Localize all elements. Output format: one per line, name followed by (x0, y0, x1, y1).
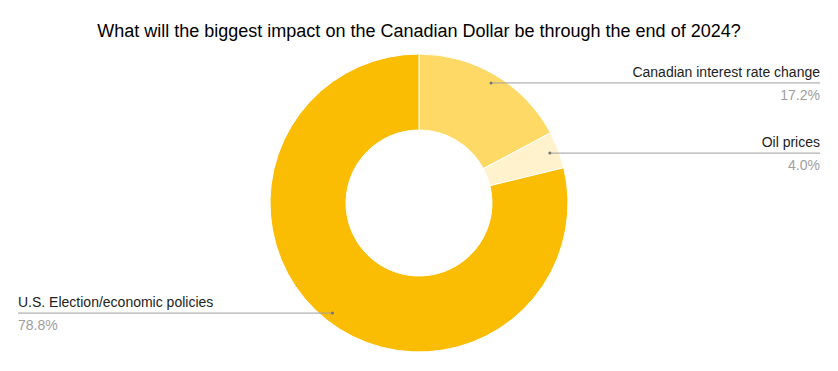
slice-label: Canadian interest rate change (632, 64, 820, 80)
leader-dot (331, 312, 334, 315)
leader-line (550, 153, 820, 154)
leader-line (491, 82, 820, 83)
slices (270, 54, 568, 352)
value-label: 4.0% (788, 157, 820, 173)
value-label: 17.2% (780, 87, 820, 103)
leader-dot (548, 152, 551, 155)
slice-label: U.S. Election/economic policies (18, 294, 213, 310)
title: What will the biggest impact on the Cana… (97, 21, 740, 41)
leader-dot (490, 81, 493, 84)
slice-label: Oil prices (762, 134, 820, 150)
leader-line (18, 313, 332, 314)
value-label: 78.8% (18, 317, 58, 333)
chart: What will the biggest impact on the Cana… (0, 0, 838, 371)
slice (270, 54, 568, 352)
